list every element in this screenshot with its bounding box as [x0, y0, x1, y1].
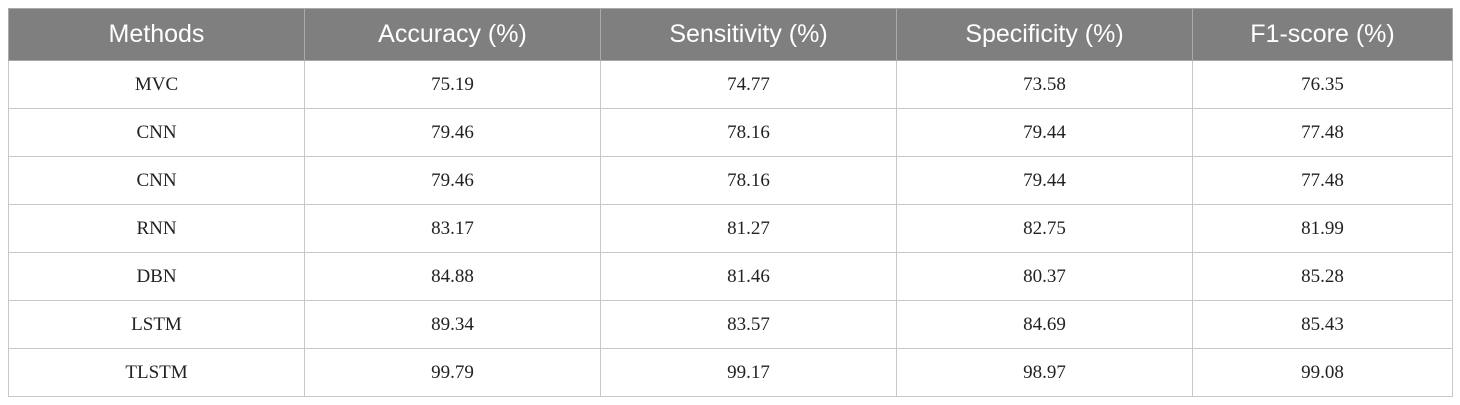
- cell-specificity: 79.44: [896, 108, 1193, 157]
- results-table: Methods Accuracy (%) Sensitivity (%) Spe…: [8, 8, 1453, 397]
- cell-specificity: 73.58: [896, 60, 1193, 109]
- cell-sensitivity: 81.46: [600, 252, 897, 301]
- results-table-container: Methods Accuracy (%) Sensitivity (%) Spe…: [8, 8, 1453, 397]
- header-methods: Methods: [8, 8, 305, 61]
- header-row: Methods Accuracy (%) Sensitivity (%) Spe…: [8, 8, 1453, 61]
- cell-f1-score: 76.35: [1192, 60, 1453, 109]
- header-specificity: Specificity (%): [896, 8, 1193, 61]
- table-row: DBN 84.88 81.46 80.37 85.28: [8, 252, 1453, 301]
- cell-method: DBN: [8, 252, 305, 301]
- cell-sensitivity: 78.16: [600, 156, 897, 205]
- cell-specificity: 82.75: [896, 204, 1193, 253]
- cell-sensitivity: 81.27: [600, 204, 897, 253]
- cell-accuracy: 79.46: [304, 156, 601, 205]
- cell-method: RNN: [8, 204, 305, 253]
- cell-specificity: 84.69: [896, 300, 1193, 349]
- cell-f1-score: 85.28: [1192, 252, 1453, 301]
- cell-accuracy: 83.17: [304, 204, 601, 253]
- cell-accuracy: 75.19: [304, 60, 601, 109]
- table-header: Methods Accuracy (%) Sensitivity (%) Spe…: [8, 8, 1453, 61]
- cell-method: CNN: [8, 108, 305, 157]
- cell-sensitivity: 83.57: [600, 300, 897, 349]
- table-row: CNN 79.46 78.16 79.44 77.48: [8, 156, 1453, 205]
- header-accuracy: Accuracy (%): [304, 8, 601, 61]
- cell-f1-score: 99.08: [1192, 348, 1453, 397]
- cell-sensitivity: 74.77: [600, 60, 897, 109]
- cell-specificity: 79.44: [896, 156, 1193, 205]
- cell-method: MVC: [8, 60, 305, 109]
- cell-method: TLSTM: [8, 348, 305, 397]
- cell-accuracy: 89.34: [304, 300, 601, 349]
- cell-f1-score: 77.48: [1192, 108, 1453, 157]
- cell-sensitivity: 99.17: [600, 348, 897, 397]
- cell-sensitivity: 78.16: [600, 108, 897, 157]
- table-row: TLSTM 99.79 99.17 98.97 99.08: [8, 348, 1453, 397]
- cell-accuracy: 99.79: [304, 348, 601, 397]
- cell-method: CNN: [8, 156, 305, 205]
- cell-f1-score: 77.48: [1192, 156, 1453, 205]
- cell-f1-score: 85.43: [1192, 300, 1453, 349]
- cell-f1-score: 81.99: [1192, 204, 1453, 253]
- table-row: RNN 83.17 81.27 82.75 81.99: [8, 204, 1453, 253]
- cell-method: LSTM: [8, 300, 305, 349]
- table-row: CNN 79.46 78.16 79.44 77.48: [8, 108, 1453, 157]
- table-row: MVC 75.19 74.77 73.58 76.35: [8, 60, 1453, 109]
- cell-specificity: 98.97: [896, 348, 1193, 397]
- table-row: LSTM 89.34 83.57 84.69 85.43: [8, 300, 1453, 349]
- table-body: MVC 75.19 74.77 73.58 76.35 CNN 79.46 78…: [8, 60, 1453, 397]
- cell-specificity: 80.37: [896, 252, 1193, 301]
- header-sensitivity: Sensitivity (%): [600, 8, 897, 61]
- cell-accuracy: 79.46: [304, 108, 601, 157]
- cell-accuracy: 84.88: [304, 252, 601, 301]
- header-f1-score: F1-score (%): [1192, 8, 1453, 61]
